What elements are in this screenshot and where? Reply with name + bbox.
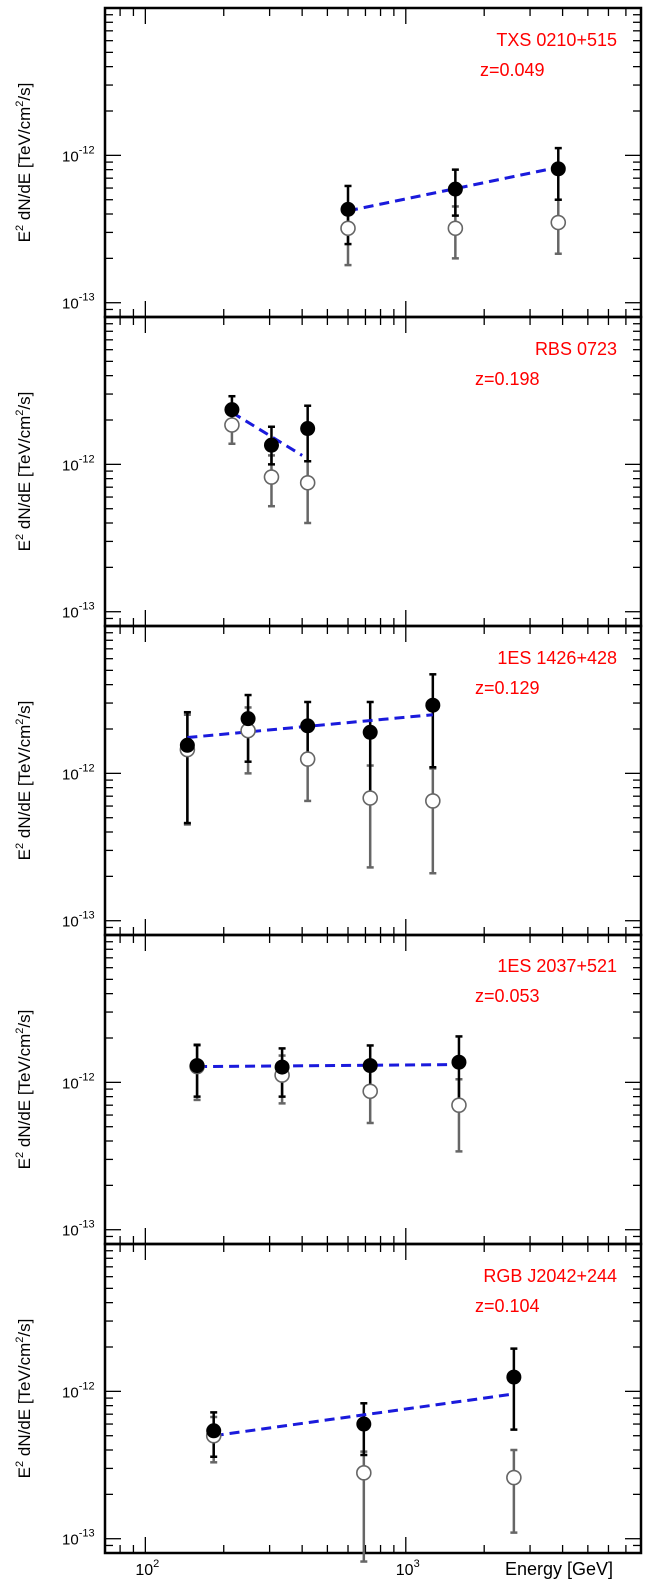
source-label: RBS 0723 bbox=[535, 339, 617, 359]
y-tick-label: 10-12 bbox=[62, 1071, 95, 1092]
source-label: RGB J2042+244 bbox=[483, 1266, 617, 1286]
fit-line bbox=[347, 165, 559, 213]
redshift-label: z=0.049 bbox=[480, 60, 545, 80]
panel-3: 10-12 10-13 E2 dN/dE [TeV/cm2/s] 1ES 1426+4… bbox=[14, 624, 643, 937]
corrected-point bbox=[356, 1465, 372, 1481]
panel-frame bbox=[103, 1242, 643, 1555]
x-axis-label: Energy [GeV] bbox=[505, 1559, 613, 1579]
observed-point bbox=[362, 724, 378, 740]
observed-point bbox=[340, 201, 356, 217]
x-tick-label: 102 bbox=[135, 1558, 159, 1579]
corrected-point bbox=[299, 474, 316, 491]
y-axis-label: E2 dN/dE [TeV/cm2/s] bbox=[14, 83, 34, 243]
y-tick-label: 10-13 bbox=[62, 292, 95, 313]
y-axis-label: E2 dN/dE [TeV/cm2/s] bbox=[14, 701, 34, 861]
panel-4: 10-12 10-13 E2 dN/dE [TeV/cm2/s] 1ES 2037+5… bbox=[14, 933, 643, 1246]
observed-point bbox=[362, 1058, 378, 1074]
observed-point bbox=[451, 1054, 467, 1070]
corrected-point bbox=[447, 220, 464, 237]
observed-point bbox=[224, 402, 240, 418]
panel-frame bbox=[103, 315, 643, 628]
corrected-point bbox=[506, 1469, 522, 1486]
corrected-point bbox=[340, 220, 356, 237]
redshift-label: z=0.104 bbox=[475, 1296, 540, 1316]
corrected-point bbox=[451, 1097, 467, 1113]
observed-point bbox=[447, 181, 463, 197]
x-tick-label: 103 bbox=[396, 1558, 420, 1579]
observed-point bbox=[274, 1059, 290, 1075]
panel-frame bbox=[103, 624, 643, 937]
y-axis-label: E2 dN/dE [TeV/cm2/s] bbox=[14, 1010, 34, 1170]
observed-point bbox=[300, 421, 316, 437]
panel-1: 10-12 10-13 E2 dN/dE [TeV/cm2/s] TXS 0210+5… bbox=[14, 6, 643, 319]
panel-2: 10-12 10-13 E2 dN/dE [TeV/cm2/s] RBS 0723 z=… bbox=[14, 315, 643, 628]
observed-point bbox=[356, 1416, 372, 1432]
fit-line bbox=[187, 713, 433, 740]
y-tick-label: 10-12 bbox=[62, 762, 95, 783]
y-tick-label: 10-13 bbox=[62, 601, 95, 622]
observed-point bbox=[179, 737, 195, 753]
corrected-point bbox=[362, 790, 378, 806]
y-tick-label: 10-13 bbox=[62, 1219, 95, 1240]
source-label: 1ES 2037+521 bbox=[497, 956, 617, 976]
fit-line bbox=[213, 1392, 515, 1438]
y-axis-label: E2 dN/dE [TeV/cm2/s] bbox=[14, 392, 34, 552]
y-tick-label: 10-12 bbox=[62, 453, 95, 474]
observed-point bbox=[550, 161, 566, 177]
y-tick-label: 10-12 bbox=[62, 1380, 95, 1401]
y-tick-label: 10-12 bbox=[62, 144, 95, 165]
corrected-point bbox=[362, 1083, 378, 1100]
y-axis-label: E2 dN/dE [TeV/cm2/s] bbox=[14, 1319, 34, 1479]
observed-point bbox=[240, 711, 256, 727]
corrected-point bbox=[299, 751, 316, 767]
panel-5: 10-12 10-13 E2 dN/dE [TeV/cm2/s] RGB J2042+… bbox=[14, 1242, 643, 1563]
fit-line bbox=[197, 1063, 459, 1069]
source-label: 1ES 1426+428 bbox=[497, 648, 617, 668]
corrected-point bbox=[224, 417, 240, 433]
corrected-point bbox=[425, 793, 441, 809]
corrected-point bbox=[550, 214, 567, 231]
panels-group: 10-12 10-13 E2 dN/dE [TeV/cm2/s] TXS 0210+5… bbox=[14, 6, 643, 1563]
observed-point bbox=[206, 1423, 222, 1439]
observed-point bbox=[300, 718, 316, 734]
observed-point bbox=[263, 437, 279, 453]
redshift-label: z=0.198 bbox=[475, 369, 540, 389]
redshift-label: z=0.129 bbox=[475, 678, 540, 698]
observed-point bbox=[189, 1058, 205, 1074]
observed-point bbox=[425, 697, 441, 713]
redshift-label: z=0.053 bbox=[475, 986, 540, 1006]
y-tick-label: 10-13 bbox=[62, 910, 95, 931]
source-label: TXS 0210+515 bbox=[496, 30, 617, 50]
fit-line bbox=[231, 411, 303, 457]
corrected-point bbox=[263, 469, 280, 485]
y-tick-label: 10-13 bbox=[62, 1528, 95, 1549]
observed-point bbox=[506, 1369, 522, 1385]
x-axis: 102 103 Energy [GeV] bbox=[135, 1558, 613, 1579]
